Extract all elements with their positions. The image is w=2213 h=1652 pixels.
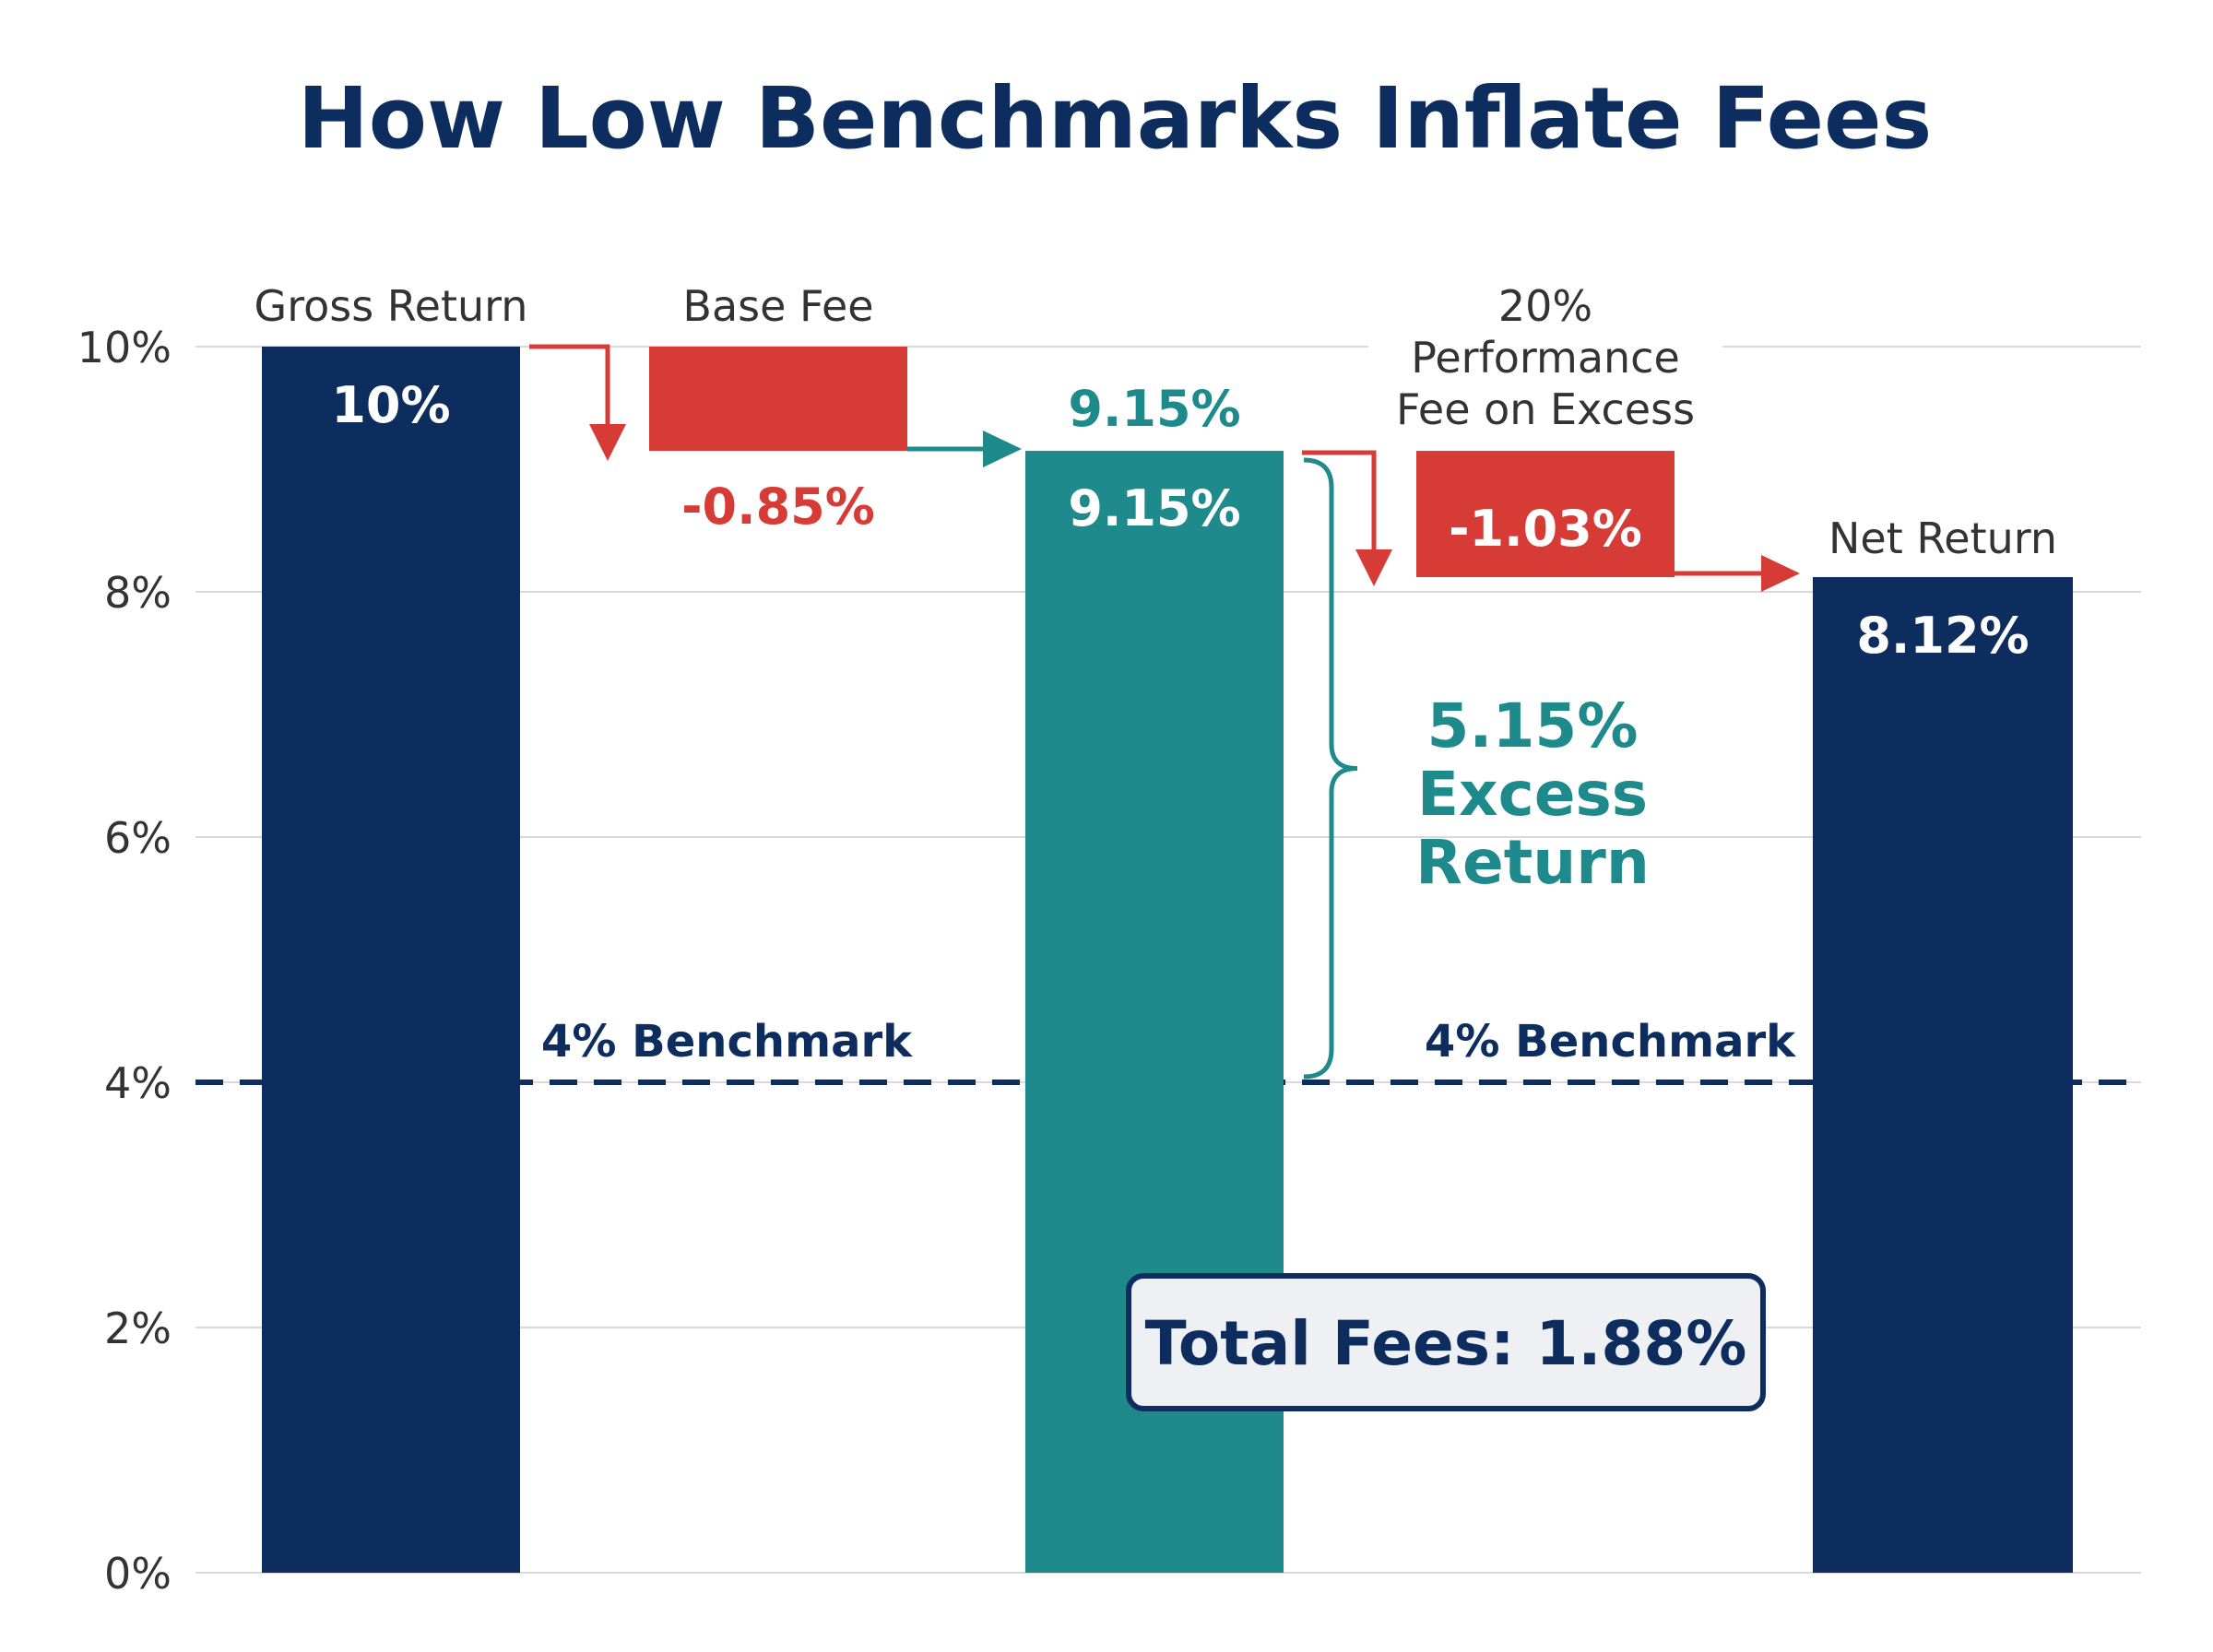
y-tick-label: 8% — [104, 568, 172, 618]
category-label-perf-fee-line: Fee on Excess — [1396, 384, 1695, 434]
connector-gross-to-fee-line — [529, 344, 610, 428]
connector-perf-to-net-head — [1761, 555, 1800, 593]
bar-gross — [262, 347, 520, 1573]
value-label-gross: 10% — [331, 376, 450, 434]
top-label-subtotal: 9.15% — [1068, 380, 1240, 438]
bar-perf_fee — [1416, 451, 1675, 578]
total-fees-label: Total Fees: 1.88% — [1145, 1308, 1747, 1379]
benchmark-label-left: 4% Benchmark — [541, 1016, 913, 1068]
y-tick-label: 0% — [104, 1549, 172, 1599]
category-label-perf-fee-line: 20% — [1498, 281, 1592, 331]
value-label-perf-fee: -1.03% — [1449, 500, 1642, 558]
bar-base_fee — [649, 347, 907, 452]
total-fees-box — [1126, 1273, 1766, 1411]
value-label-net: 8.12% — [1856, 607, 2029, 665]
excess-return-label-line: Return — [1415, 827, 1650, 898]
excess-return-label-line: Excess — [1417, 759, 1648, 830]
connector-gross-to-fee-head — [589, 424, 626, 461]
connector-subtotal-to-perf-line — [1302, 450, 1377, 553]
connector-fee-to-subtotal-head — [983, 431, 1022, 468]
connectors — [529, 344, 1800, 593]
y-tick-label: 2% — [104, 1304, 172, 1353]
y-tick-label: 4% — [104, 1058, 172, 1108]
connector-subtotal-to-perf-head — [1355, 549, 1392, 586]
category-label-base-fee: Base Fee — [682, 281, 873, 331]
category-label-net: Net Return — [1828, 513, 2057, 563]
excess-return-label-line: 5.15% — [1427, 690, 1639, 761]
category-label-gross: Gross Return — [254, 281, 528, 331]
chart-title: How Low Benchmarks Inflate Fees — [298, 69, 1932, 168]
y-axis-ticks: 0% 2% 4% 6% 8% 10% — [77, 323, 172, 1599]
y-tick-label: 6% — [104, 813, 172, 863]
category-label-perf-fee-line: Performance — [1411, 333, 1680, 383]
y-tick-label: 10% — [77, 323, 172, 372]
value-label-base-fee: -0.85% — [681, 478, 875, 536]
value-label-subtotal: 9.15% — [1068, 479, 1240, 537]
category-label-mask — [1368, 332, 1722, 358]
excess-return-brace — [1303, 457, 1358, 1080]
bar-net — [1813, 577, 2073, 1573]
benchmark-label-right: 4% Benchmark — [1425, 1016, 1796, 1068]
